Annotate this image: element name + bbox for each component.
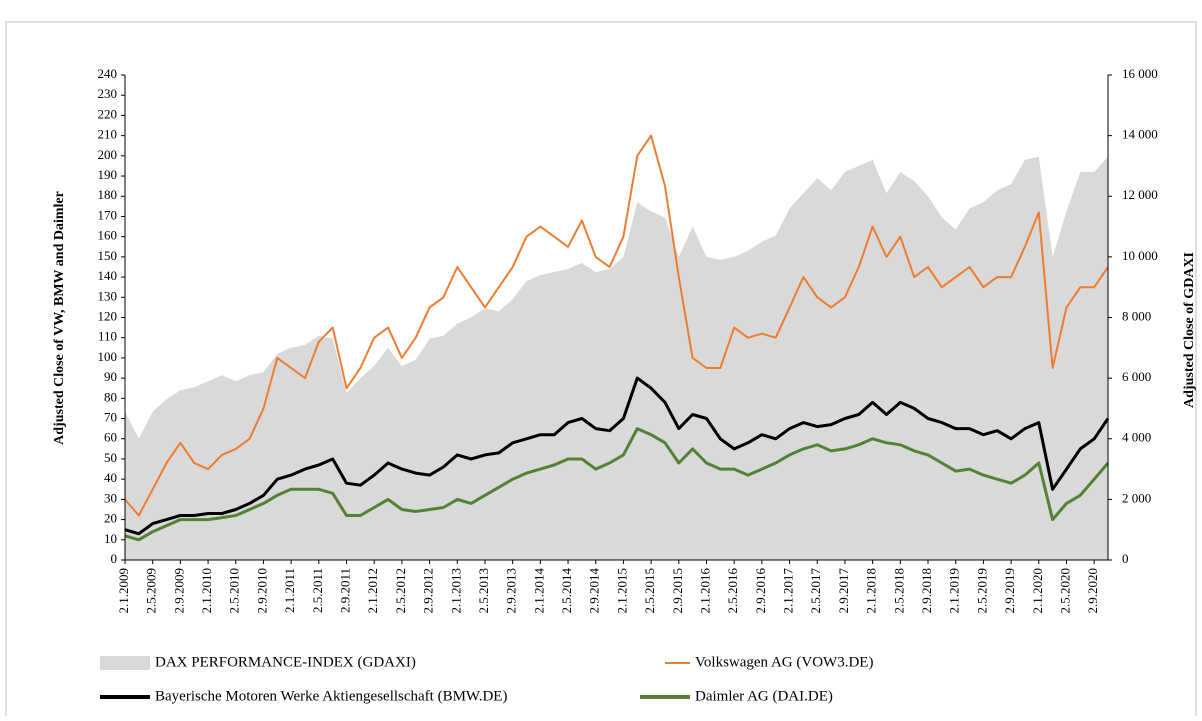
y2-tick-label: 6 000 bbox=[1122, 369, 1151, 384]
x-tick-label: 2.1.2015 bbox=[614, 568, 629, 614]
y2-tick-label: 0 bbox=[1122, 551, 1129, 566]
line bbox=[124, 376, 1110, 536]
y-tick-label: 130 bbox=[98, 288, 118, 303]
y2-axis-title: Adjusted Close of GDAXI bbox=[1182, 252, 1197, 408]
y-tick-label: 110 bbox=[98, 329, 117, 344]
y-tick-label: 180 bbox=[98, 187, 118, 202]
x-tick-label: 2.1.2009 bbox=[116, 568, 131, 614]
y-tick-label: 20 bbox=[104, 511, 117, 526]
y2-tick-label: 10 000 bbox=[1122, 248, 1158, 263]
x-tick-label: 2.5.2011 bbox=[310, 568, 325, 613]
y-tick-label: 100 bbox=[98, 349, 118, 364]
y-tick-label: 230 bbox=[98, 86, 118, 101]
x-tick-label: 2.9.2015 bbox=[670, 568, 685, 614]
y-tick-label: 90 bbox=[104, 369, 117, 384]
y-tick-label: 70 bbox=[104, 410, 117, 425]
y-tick-label: 170 bbox=[98, 207, 118, 222]
y-axis-title: Adjusted Close of VW, BMW and Daimler bbox=[52, 191, 67, 445]
y2-tick-label: 16 000 bbox=[1122, 66, 1158, 81]
y-tick-label: 140 bbox=[98, 268, 118, 283]
y-tick-label: 10 bbox=[104, 531, 117, 546]
x-tick-label: 2.9.2009 bbox=[171, 568, 186, 614]
x-tick-label: 2.5.2010 bbox=[227, 568, 242, 614]
y-tick-label: 150 bbox=[98, 248, 118, 263]
y2-tick-label: 12 000 bbox=[1122, 187, 1158, 202]
x-tick-label: 2.5.2016 bbox=[725, 568, 740, 614]
y-tick-label: 40 bbox=[104, 470, 117, 485]
x-tick-label: 2.5.2020 bbox=[1057, 568, 1072, 614]
x-tick-label: 2.9.2020 bbox=[1085, 568, 1100, 614]
x-tick-label: 2.5.2012 bbox=[393, 568, 408, 614]
legend-label: DAX PERFORMANCE-INDEX (GDAXI) bbox=[155, 654, 416, 670]
y2-tick-label: 2 000 bbox=[1122, 490, 1151, 505]
x-tick-label: 2.1.2018 bbox=[864, 568, 879, 614]
x-tick-label: 2.1.2016 bbox=[697, 568, 712, 614]
y-tick-label: 50 bbox=[104, 450, 117, 465]
x-tick-label: 2.9.2011 bbox=[338, 568, 353, 613]
x-tick-label: 2.1.2014 bbox=[531, 568, 546, 614]
x-tick-label: 2.9.2012 bbox=[421, 568, 436, 614]
y-tick-label: 210 bbox=[98, 127, 118, 142]
x-tick-label: 2.5.2019 bbox=[974, 568, 989, 614]
y2-tick-label: 4 000 bbox=[1122, 430, 1151, 445]
x-tick-label: 2.1.2019 bbox=[947, 568, 962, 614]
line bbox=[124, 427, 1110, 542]
x-tick-label: 2.9.2010 bbox=[254, 568, 269, 614]
y-tick-label: 200 bbox=[98, 147, 118, 162]
x-tick-label: 2.9.2013 bbox=[504, 568, 519, 614]
x-tick-label: 2.5.2013 bbox=[476, 568, 491, 614]
x-tick-label: 2.5.2009 bbox=[144, 568, 159, 614]
y-tick-label: 220 bbox=[98, 106, 118, 121]
y-tick-label: 80 bbox=[104, 389, 117, 404]
legend-swatch bbox=[100, 656, 150, 670]
x-tick-label: 2.1.2017 bbox=[781, 568, 796, 614]
legend-label: Bayerische Motoren Werke Aktiengesellsch… bbox=[155, 688, 507, 704]
x-tick-label: 2.1.2013 bbox=[448, 568, 463, 614]
y-tick-label: 60 bbox=[104, 430, 117, 445]
x-tick-label: 2.1.2020 bbox=[1030, 568, 1045, 614]
y-tick-label: 0 bbox=[111, 551, 118, 566]
y-tick-label: 160 bbox=[98, 228, 118, 243]
x-tick-label: 2.9.2019 bbox=[1002, 568, 1017, 614]
x-tick-label: 2.1.2012 bbox=[365, 568, 380, 614]
y2-tick-label: 14 000 bbox=[1122, 127, 1158, 142]
y2-tick-label: 8 000 bbox=[1122, 308, 1151, 323]
legend-label: Daimler AG (DAI.DE) bbox=[695, 688, 833, 704]
x-tick-label: 2.1.2010 bbox=[199, 568, 214, 614]
x-tick-label: 2.5.2018 bbox=[891, 568, 906, 614]
x-tick-label: 2.9.2016 bbox=[753, 568, 768, 614]
x-tick-label: 2.9.2017 bbox=[836, 568, 851, 614]
x-tick-label: 2.1.2011 bbox=[282, 568, 297, 613]
y-tick-label: 120 bbox=[98, 308, 118, 323]
y-tick-label: 240 bbox=[98, 66, 118, 81]
x-tick-label: 2.9.2018 bbox=[919, 568, 934, 614]
x-tick-label: 2.5.2014 bbox=[559, 568, 574, 614]
y-tick-label: 30 bbox=[104, 490, 117, 505]
line bbox=[124, 134, 1109, 517]
y-tick-label: 190 bbox=[98, 167, 118, 182]
x-tick-label: 2.5.2015 bbox=[642, 568, 657, 614]
x-tick-label: 2.9.2014 bbox=[587, 568, 602, 614]
legend-label: Volkswagen AG (VOW3.DE) bbox=[695, 654, 873, 670]
x-tick-label: 2.5.2017 bbox=[808, 568, 823, 614]
